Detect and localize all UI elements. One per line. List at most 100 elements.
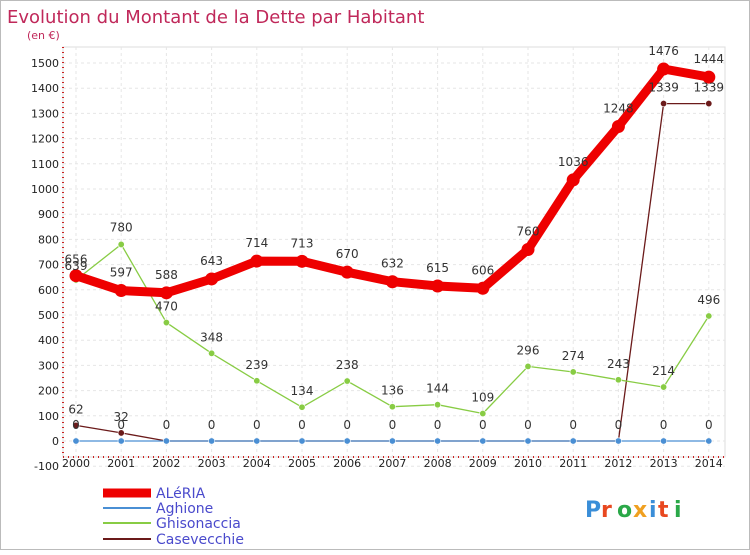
- data-point-ghisonaccia: [162, 319, 170, 327]
- data-label: 1444: [694, 52, 725, 66]
- data-label: 239: [245, 358, 268, 372]
- data-label: 136: [381, 384, 404, 398]
- data-point-aléria: [521, 242, 535, 256]
- data-point-ghisonaccia: [343, 377, 351, 385]
- data-point-aléria: [159, 286, 173, 300]
- x-tick-label: 2009: [469, 457, 497, 470]
- y-tick-label: 1100: [31, 158, 59, 171]
- grid: [62, 46, 726, 467]
- y-tick-label: 1000: [31, 183, 59, 196]
- data-point-ghisonaccia: [253, 377, 261, 385]
- data-point-aghione: [524, 437, 532, 445]
- data-label: 0: [208, 418, 216, 432]
- data-point-casevecchie: [72, 421, 80, 429]
- y-tick-label: 300: [38, 359, 59, 372]
- data-label: 0: [434, 418, 442, 432]
- x-tick-label: 2005: [288, 457, 316, 470]
- y-tick-label: 200: [38, 385, 59, 398]
- data-point-ghisonaccia: [660, 383, 668, 391]
- data-point-aléria: [69, 269, 83, 283]
- data-point-aghione: [343, 437, 351, 445]
- data-label: 0: [117, 418, 125, 432]
- chart-unit: (en €): [27, 29, 60, 42]
- data-label: 0: [524, 418, 532, 432]
- data-point-aghione: [614, 437, 622, 445]
- data-point-aghione: [434, 437, 442, 445]
- data-label: 144: [426, 382, 449, 396]
- data-point-aghione: [660, 437, 668, 445]
- legend-label-ghisonaccia: Ghisonaccia: [156, 516, 241, 532]
- axes: -100010020030040050060070080090010001100…: [31, 47, 725, 473]
- data-point-casevecchie: [117, 429, 125, 437]
- data-point-aghione: [569, 437, 577, 445]
- data-point-ghisonaccia: [569, 368, 577, 376]
- data-point-aléria: [114, 284, 128, 298]
- y-tick-label: 1400: [31, 82, 59, 95]
- data-label: 760: [517, 224, 540, 238]
- data-label: 214: [652, 364, 675, 378]
- data-label: 0: [343, 418, 351, 432]
- data-label: 238: [336, 358, 359, 372]
- data-point-casevecchie: [705, 100, 713, 108]
- data-label: 0: [660, 418, 668, 432]
- y-tick-label: 1200: [31, 133, 59, 146]
- data-label: 0: [298, 418, 306, 432]
- data-point-aghione: [253, 437, 261, 445]
- data-point-aléria: [566, 173, 580, 187]
- data-label: 0: [479, 418, 487, 432]
- x-tick-label: 2007: [378, 457, 406, 470]
- y-tick-label: 0: [52, 435, 59, 448]
- data-point-aghione: [162, 437, 170, 445]
- logo-letter: x: [633, 498, 647, 523]
- data-point-aléria: [250, 254, 264, 268]
- y-tick-label: 1500: [31, 57, 59, 70]
- data-label: 0: [705, 418, 713, 432]
- data-label: 496: [697, 293, 720, 307]
- data-label: 470: [155, 300, 178, 314]
- data-label: 1036: [558, 155, 589, 169]
- data-point-aléria: [385, 275, 399, 289]
- x-tick-label: 2001: [107, 457, 135, 470]
- data-label: 597: [110, 266, 133, 280]
- data-label: 632: [381, 257, 404, 271]
- x-tick-label: 2003: [198, 457, 226, 470]
- logo-letter: i: [674, 498, 682, 523]
- y-tick-label: 700: [38, 259, 59, 272]
- data-point-aghione: [388, 437, 396, 445]
- data-label: 714: [245, 236, 268, 250]
- data-label: 670: [336, 247, 359, 261]
- data-point-aléria: [657, 62, 671, 76]
- data-label: 606: [471, 263, 494, 277]
- series-group: [69, 62, 716, 445]
- x-tick-label: 2011: [559, 457, 587, 470]
- data-label: 274: [562, 349, 585, 363]
- data-point-ghisonaccia: [117, 240, 125, 248]
- data-point-aléria: [340, 265, 354, 279]
- x-tick-label: 2013: [650, 457, 678, 470]
- data-label: 713: [291, 236, 314, 250]
- data-label: 1339: [648, 81, 679, 95]
- data-label: 348: [200, 330, 223, 344]
- legend-label-casevecchie: Casevecchie: [156, 532, 244, 548]
- data-label: 243: [607, 357, 630, 371]
- data-point-aléria: [702, 70, 716, 84]
- data-point-aghione: [208, 437, 216, 445]
- data-label: 32: [114, 410, 129, 424]
- data-label: 0: [253, 418, 261, 432]
- y-tick-label: 500: [38, 309, 59, 322]
- data-label: 0: [615, 418, 623, 432]
- data-point-aléria: [295, 254, 309, 268]
- x-tick-label: 2000: [62, 457, 90, 470]
- x-tick-label: 2014: [695, 457, 723, 470]
- data-point-aghione: [72, 437, 80, 445]
- data-point-aléria: [611, 120, 625, 134]
- logo-letter: o: [617, 498, 632, 523]
- data-point-aléria: [476, 281, 490, 295]
- x-tick-label: 2008: [424, 457, 452, 470]
- data-point-ghisonaccia: [479, 410, 487, 418]
- y-tick-label: 800: [38, 233, 59, 246]
- x-tick-label: 2004: [243, 457, 271, 470]
